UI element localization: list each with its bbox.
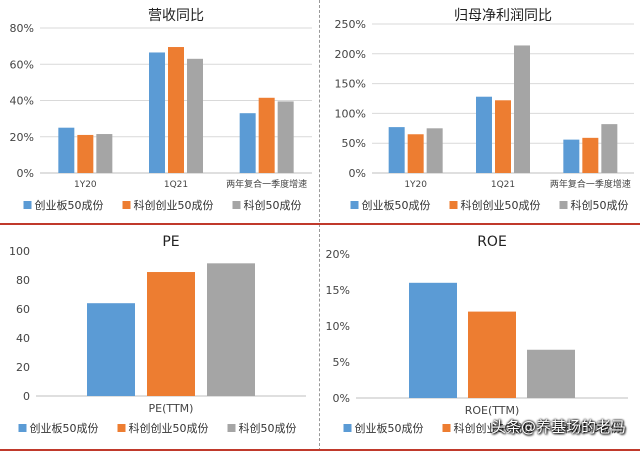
bar-revenue-s0-c1 — [149, 52, 165, 173]
bar-netprofit-s1-c0 — [407, 134, 424, 173]
legend-swatch — [449, 201, 458, 209]
chart-netprofit: 归母净利润同比 0% 50% 100% 150% 200% 250% 1Y20 1Q21 两年复合… — [322, 0, 640, 222]
y-tick-label: 60 — [16, 303, 30, 316]
bottom-divider — [0, 449, 640, 451]
y-tick-label: 40% — [10, 95, 34, 108]
legend-label: 创业板50成份 — [35, 198, 104, 212]
legend-swatch — [18, 424, 27, 432]
bar-netprofit-s2-c0 — [426, 128, 443, 173]
y-tick-label: 100 — [9, 245, 30, 258]
legend-swatch — [559, 201, 568, 209]
y-tick-label: 0% — [17, 167, 34, 180]
y-tick-label: 20% — [326, 248, 350, 261]
legend-swatch — [350, 201, 359, 209]
legend-label: 科创创业50成份 — [129, 421, 209, 435]
chart-title: 归母净利润同比 — [454, 7, 552, 24]
bar-revenue-s2-c2 — [277, 101, 294, 173]
y-tick-label: 80 — [16, 274, 30, 287]
x-category-label: 1Q21 — [491, 180, 515, 190]
y-tick-label: 10% — [326, 320, 350, 333]
bar-roe-s2-c0 — [527, 349, 575, 398]
x-category-label: 两年复合一季度增速 — [226, 178, 307, 190]
chart-revenue-svg: 营收同比 0% 20% 40% 60% 80% 1Y20 1Q21 两年复合一季度增速创业板50… — [10, 8, 312, 212]
bar-pe-s1-c0 — [147, 272, 195, 396]
legend-label: 科创50成份 — [571, 198, 629, 212]
legend-swatch — [343, 424, 352, 432]
y-tick-label: 20 — [16, 361, 30, 374]
y-tick-label: 200% — [335, 48, 366, 61]
legend-swatch — [117, 424, 126, 432]
chart-title: ROE — [477, 234, 507, 250]
legend-label: 科创创业50成份 — [454, 421, 534, 435]
chart-netprofit-svg: 归母净利润同比 0% 50% 100% 150% 200% 250% 1Y20 1Q21 两年复合… — [335, 7, 634, 212]
y-tick-label: 15% — [326, 284, 350, 297]
y-tick-label: 80% — [10, 22, 34, 35]
y-tick-label: 40 — [16, 332, 30, 345]
bar-netprofit-s1-c2 — [582, 137, 599, 173]
x-category-label: 1Y20 — [404, 180, 427, 190]
legend-label: 创业板50成份 — [30, 421, 99, 435]
x-category-label: ROE(TTM) — [465, 404, 520, 417]
legend-swatch — [552, 424, 561, 432]
legend-label: 创业板50成份 — [362, 198, 431, 212]
y-tick-label: 60% — [10, 58, 34, 71]
bar-roe-s1-c0 — [468, 311, 516, 398]
legend-swatch — [442, 424, 451, 432]
bar-revenue-s1-c1 — [168, 47, 184, 173]
chart-pe-svg: PE 0 20 40 60 80 100 PE(TTM) 创业板50成份 科创创业50成份 科创50… — [9, 234, 306, 435]
chart-title: 营收同比 — [148, 8, 204, 24]
x-category-label: 1Q21 — [164, 180, 188, 190]
chart-title: PE — [162, 234, 179, 250]
bar-roe-s0-c0 — [409, 282, 457, 398]
y-tick-label: 5% — [333, 356, 350, 369]
chart-roe: ROE 0% 5% 10% 15% 20% ROE(TTM) 创业板50成份 科创创业50成份 科… — [322, 226, 640, 448]
watermark: 头条@养基场的老马 — [490, 418, 626, 436]
bar-pe-s0-c0 — [87, 303, 135, 396]
horizontal-divider — [0, 223, 640, 225]
legend-label: 科创创业50成份 — [461, 198, 541, 212]
bar-netprofit-s0-c0 — [388, 127, 405, 173]
bar-revenue-s1-c2 — [258, 97, 275, 173]
legend-label: 创业板50成份 — [355, 421, 424, 435]
bar-netprofit-s2-c2 — [601, 124, 618, 173]
legend-label: 科创50成份 — [244, 198, 302, 212]
bar-revenue-s2-c0 — [96, 134, 113, 173]
bar-netprofit-s2-c1 — [514, 45, 530, 173]
y-tick-label: 0 — [23, 390, 30, 403]
chart-roe-svg: ROE 0% 5% 10% 15% 20% ROE(TTM) 创业板50成份 科创创业50成份 科… — [326, 234, 628, 435]
y-tick-label: 150% — [335, 78, 366, 91]
legend-label: 科创50成份 — [564, 421, 622, 435]
bar-revenue-s0-c0 — [58, 127, 75, 173]
bar-pe-s2-c0 — [207, 263, 255, 396]
x-category-label: 两年复合一季度增速 — [550, 178, 631, 190]
legend-label: 科创创业50成份 — [134, 198, 214, 212]
x-category-label: 1Y20 — [74, 180, 97, 190]
bar-netprofit-s0-c2 — [563, 139, 580, 173]
chart-pe: PE 0 20 40 60 80 100 PE(TTM) 创业板50成份 科创创业50成份 科创50… — [0, 226, 318, 448]
y-tick-label: 50% — [342, 137, 366, 150]
y-tick-label: 250% — [335, 18, 366, 31]
chart-revenue: 营收同比 0% 20% 40% 60% 80% 1Y20 1Q21 两年复合一季度增速创业板50… — [0, 0, 318, 222]
y-tick-label: 100% — [335, 107, 366, 120]
y-tick-label: 0% — [349, 167, 366, 180]
x-category-label: PE(TTM) — [149, 402, 194, 415]
y-tick-label: 20% — [10, 131, 34, 144]
bar-revenue-s1-c0 — [77, 134, 94, 173]
legend-swatch — [23, 201, 32, 209]
vertical-divider — [319, 0, 320, 451]
legend-swatch — [227, 424, 236, 432]
y-tick-label: 0% — [333, 392, 350, 405]
legend-swatch — [122, 201, 131, 209]
legend-swatch — [232, 201, 241, 209]
legend-label: 科创50成份 — [239, 421, 297, 435]
bar-revenue-s0-c2 — [239, 113, 256, 173]
bar-netprofit-s1-c1 — [495, 100, 511, 173]
bar-netprofit-s0-c1 — [476, 96, 492, 173]
bar-revenue-s2-c1 — [187, 58, 203, 173]
